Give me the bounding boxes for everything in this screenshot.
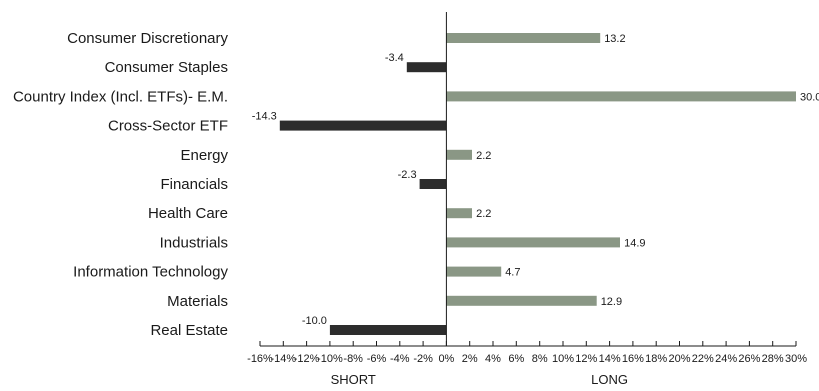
category-label-consumer-discretionary: Consumer Discretionary bbox=[67, 30, 228, 47]
value-label-cross-sector-etf: -14.3 bbox=[252, 111, 277, 123]
value-label-financials: -2.3 bbox=[398, 169, 417, 181]
x-tick-label: 6% bbox=[508, 353, 524, 365]
x-tick-label: 10% bbox=[552, 353, 574, 365]
bar-consumer-discretionary bbox=[446, 33, 601, 43]
x-tick-label: -4% bbox=[390, 353, 410, 365]
category-label-country-index-incl-etfs-e-m: Country Index (Incl. ETFs)- E.M. bbox=[13, 88, 228, 105]
category-label-real-estate: Real Estate bbox=[150, 322, 228, 339]
x-tick-label: 14% bbox=[599, 353, 621, 365]
value-label-real-estate: -10.0 bbox=[302, 315, 327, 327]
category-label-energy: Energy bbox=[180, 147, 228, 164]
x-axis: -16%-14%-12%-10% -8% -6% -4% -2% 0% 2% 4% 6% 8% 10… bbox=[247, 341, 807, 365]
category-label-materials: Materials bbox=[167, 293, 228, 310]
x-tick-label: 28% bbox=[762, 353, 784, 365]
x-tick-label: 26% bbox=[738, 353, 760, 365]
x-tick-label: 24% bbox=[715, 353, 737, 365]
short-label: SHORT bbox=[331, 372, 376, 387]
x-tick-label: -8% bbox=[343, 353, 363, 365]
bars-group bbox=[279, 33, 796, 335]
x-tick-label: 16% bbox=[622, 353, 644, 365]
x-tick-label: 22% bbox=[692, 353, 714, 365]
x-tick-label: -12% bbox=[294, 353, 320, 365]
value-label-health-care: 2.2 bbox=[476, 208, 491, 220]
bar-materials bbox=[446, 295, 597, 306]
category-label-consumer-staples: Consumer Staples bbox=[105, 59, 228, 76]
value-label-country-index-incl-etfs-e-m: 30.0 bbox=[800, 91, 819, 103]
x-tick-label: 12% bbox=[575, 353, 597, 365]
x-tick-label: 0% bbox=[438, 353, 454, 365]
bar-industrials bbox=[446, 237, 620, 248]
category-label-health-care: Health Care bbox=[148, 205, 228, 222]
x-tick-label: 2% bbox=[462, 353, 478, 365]
x-tick-label: -2% bbox=[413, 353, 433, 365]
x-tick-label: 30% bbox=[785, 353, 807, 365]
x-tick-label: -16% bbox=[247, 353, 273, 365]
bar-consumer-staples bbox=[406, 62, 447, 73]
value-label-consumer-staples: -3.4 bbox=[385, 52, 404, 64]
value-label-materials: 12.9 bbox=[601, 296, 622, 308]
bar-country-index-incl-etfs-e-m bbox=[446, 91, 796, 102]
bar-real-estate bbox=[329, 325, 447, 335]
x-tick-label: 8% bbox=[532, 353, 548, 365]
value-label-information-technology: 4.7 bbox=[505, 267, 520, 279]
x-tick-label: -10% bbox=[317, 353, 343, 365]
x-tick-label: 18% bbox=[645, 353, 667, 365]
category-label-industrials: Industrials bbox=[160, 234, 228, 251]
x-tick-label: 4% bbox=[485, 353, 501, 365]
bar-financials bbox=[419, 179, 447, 189]
value-label-consumer-discretionary: 13.2 bbox=[604, 33, 625, 45]
x-tick-label: 20% bbox=[668, 353, 690, 365]
value-label-industrials: 14.9 bbox=[624, 237, 645, 249]
value-labels-group: 13.2 -3.4 30.0 -14.3 2.2 -2.3 2.2 14.9 4.7 12.9 -1… bbox=[252, 33, 819, 327]
category-labels-group: Consumer Discretionary Consumer Staples Co… bbox=[13, 30, 229, 339]
category-label-cross-sector-etf: Cross-Sector ETF bbox=[108, 118, 228, 135]
bar-energy bbox=[446, 149, 472, 160]
bar-information-technology bbox=[446, 266, 502, 277]
x-tick-label: -6% bbox=[367, 353, 387, 365]
bar-cross-sector-etf bbox=[279, 120, 447, 131]
bar-health-care bbox=[446, 208, 472, 219]
category-label-information-technology: Information Technology bbox=[73, 264, 228, 281]
long-label: LONG bbox=[591, 372, 628, 387]
category-label-financials: Financials bbox=[160, 176, 228, 193]
value-label-energy: 2.2 bbox=[476, 150, 491, 162]
x-tick-label: -14% bbox=[270, 353, 296, 365]
